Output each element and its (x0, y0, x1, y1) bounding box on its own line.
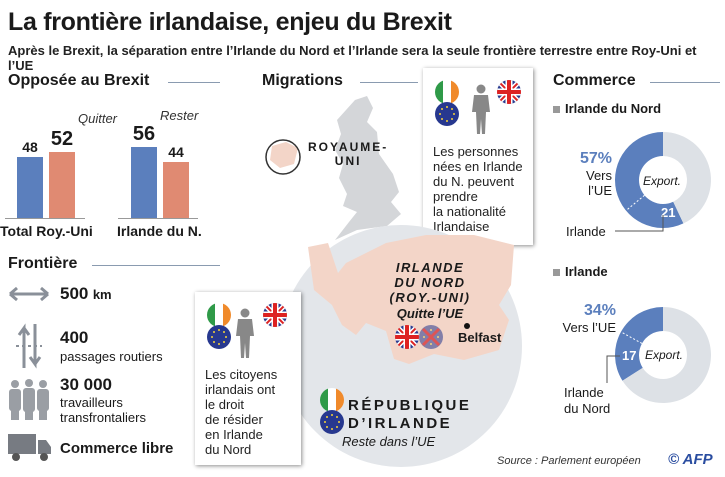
migration-text-ni: Les personnes nées en Irlande du N. peuven… (433, 144, 523, 234)
workers-crowd-icon (9, 379, 49, 420)
bar-value-label: 52 (50, 127, 74, 150)
routes-value: 400 (60, 328, 89, 347)
roi-label: RÉPUBLIQUE D’IRLANDE (348, 397, 472, 432)
migration-text-ie: Les citoyens irlandais ont le droit de rési… (205, 367, 278, 457)
eu-flag-crossed-icon (419, 325, 443, 349)
bar-value-label: 56 (132, 122, 156, 145)
ni-sub-value: 21 (661, 205, 676, 220)
truck-icon (8, 434, 51, 461)
category-label: Irlande du N. (117, 223, 202, 239)
category-label: Total Roy.-Uni (0, 223, 93, 239)
migrations-heading: Migrations (262, 72, 343, 89)
divider (650, 82, 720, 83)
bar-chart: Total Roy.-Uni Irlande du N. Quitter Res… (0, 95, 230, 245)
donut-center-label: Export. (643, 174, 682, 188)
baseline (118, 218, 198, 219)
bar-value-label: 48 (22, 139, 38, 156)
donut-slice-eu (615, 307, 663, 381)
uk-map (265, 96, 401, 240)
ireland-flag-icon (320, 388, 344, 412)
donut-slice-eu (615, 132, 684, 228)
ni-pct-label: 57% Vers l’UE (579, 150, 612, 198)
commerce-heading: Commerce (553, 72, 636, 89)
person-icon (471, 82, 491, 136)
leader-line (606, 355, 620, 383)
ni-status: Quitte l’UE (396, 306, 464, 321)
uk-label: ROYAUME- UNI (308, 140, 389, 168)
bar-quitter (163, 162, 189, 218)
uk-flag-icon (263, 303, 287, 327)
quitter-label: Quitter (78, 111, 118, 126)
bar-rester (17, 157, 43, 218)
roi-status: Reste dans l’UE (342, 434, 436, 449)
baseline (5, 218, 85, 219)
donut-title-ie: Irlande (553, 264, 608, 279)
source: Source : Parlement européen (497, 455, 641, 467)
workers-label: travailleurs transfrontaliers (60, 395, 146, 425)
donut-slice-rest (622, 307, 711, 403)
migration-info-box-ie: Les citoyens irlandais ont le droit de rési… (195, 292, 301, 465)
page-title: La frontière irlandaise, enjeu du Brexit (8, 8, 452, 36)
donut-slice-rest (663, 132, 711, 224)
person-icon (235, 306, 255, 360)
opposee-heading: Opposée au Brexit (8, 72, 150, 89)
frontiere-heading: Frontière (8, 255, 78, 272)
ie-pct-label: 34% Vers l’UE (562, 302, 616, 335)
bar-rester (131, 146, 157, 218)
ni-sub-label: Irlande (566, 224, 606, 239)
subtitle: Après le Brexit, la séparation entre l’I… (8, 43, 697, 73)
eu-flag-icon (207, 325, 231, 349)
divider (92, 265, 220, 266)
bar-value-label: 44 (168, 144, 184, 161)
trade-label: Commerce libre (60, 440, 174, 457)
eu-flag-icon (435, 102, 459, 126)
ireland-flag-icon (435, 80, 459, 104)
afp-logo: © AFP (668, 451, 713, 468)
divider (168, 82, 220, 83)
donut-charts (615, 132, 711, 403)
leader-line (615, 215, 664, 232)
migration-info-box-ni: Les personnes nées en Irlande du N. peuven… (423, 68, 533, 245)
ie-sub-label: Irlande du Nord (564, 385, 611, 416)
ireland-flag-icon (207, 303, 231, 327)
divider (360, 82, 418, 83)
donut-title-ni: Irlande du Nord (553, 101, 661, 116)
bar-quitter (49, 151, 75, 218)
belfast-label: Belfast (458, 330, 502, 345)
uk-flag-icon (497, 80, 521, 104)
ni-label: IRLANDE DU NORD (ROY.-UNI) (389, 260, 471, 305)
double-arrow-icon (9, 286, 49, 302)
road-crossing-icon (16, 323, 42, 369)
routes-label: passages routiers (60, 349, 163, 364)
km-value: 500 km (60, 284, 112, 303)
ie-sub-value: 17 (622, 348, 637, 363)
workers-value: 30 000 (60, 375, 112, 394)
rester-label: Rester (160, 108, 199, 123)
eu-flag-icon (320, 410, 344, 434)
belfast-dot (464, 323, 470, 329)
uk-flag-icon (395, 325, 419, 349)
donut-center-label: Export. (645, 348, 684, 362)
